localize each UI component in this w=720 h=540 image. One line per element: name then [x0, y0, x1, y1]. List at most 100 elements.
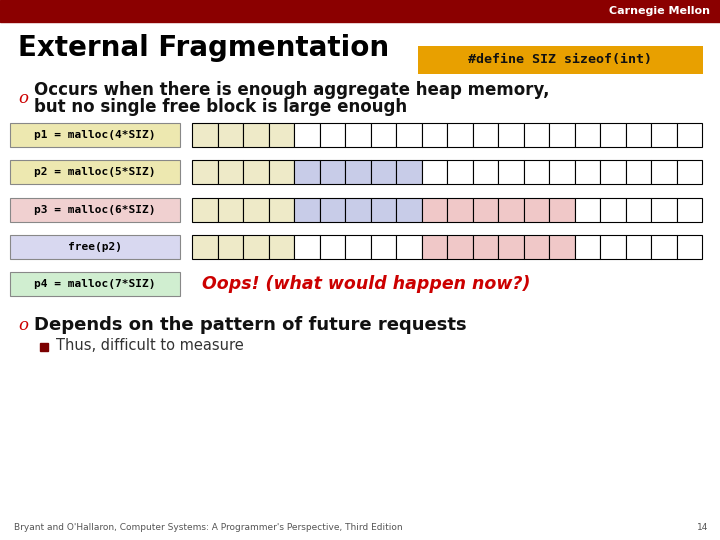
Bar [549, 235, 575, 259]
Bar [421, 235, 447, 259]
FancyBboxPatch shape [10, 198, 180, 222]
Bar [345, 160, 371, 184]
FancyBboxPatch shape [10, 123, 180, 147]
Bar [269, 235, 294, 259]
Bar [243, 198, 269, 222]
Bar [677, 198, 702, 222]
Bar [371, 235, 396, 259]
Bar [371, 198, 396, 222]
Bar [371, 123, 396, 147]
Text: o: o [18, 90, 28, 107]
Bar [294, 160, 320, 184]
Bar [651, 235, 677, 259]
Text: Thus, difficult to measure: Thus, difficult to measure [56, 339, 244, 354]
Bar [677, 235, 702, 259]
Bar [345, 198, 371, 222]
Bar [549, 160, 575, 184]
Bar [345, 235, 371, 259]
Bar [575, 160, 600, 184]
Text: p4 = malloc(7*SIZ): p4 = malloc(7*SIZ) [35, 279, 156, 289]
Bar [345, 123, 371, 147]
Bar [217, 198, 243, 222]
Text: Carnegie Mellon: Carnegie Mellon [609, 6, 710, 16]
Bar [472, 235, 498, 259]
Bar [447, 235, 472, 259]
Bar [269, 160, 294, 184]
Bar [600, 123, 626, 147]
Text: 14: 14 [697, 523, 708, 532]
Bar [320, 235, 345, 259]
Bar [396, 123, 421, 147]
Bar [421, 198, 447, 222]
Bar [269, 123, 294, 147]
Bar [626, 160, 651, 184]
Bar [294, 198, 320, 222]
Text: External Fragmentation: External Fragmentation [18, 34, 389, 62]
Text: Bryant and O'Hallaron, Computer Systems: A Programmer's Perspective, Third Editi: Bryant and O'Hallaron, Computer Systems:… [14, 523, 402, 532]
Bar [447, 160, 472, 184]
Bar [243, 123, 269, 147]
Text: p2 = malloc(5*SIZ): p2 = malloc(5*SIZ) [35, 167, 156, 177]
Bar [498, 198, 523, 222]
Bar [472, 160, 498, 184]
Bar [269, 198, 294, 222]
Bar [575, 198, 600, 222]
Bar [600, 235, 626, 259]
Text: #define SIZ sizeof(int): #define SIZ sizeof(int) [469, 53, 652, 66]
Bar [523, 160, 549, 184]
Bar [523, 235, 549, 259]
Bar [651, 160, 677, 184]
Bar [447, 123, 472, 147]
Bar [217, 160, 243, 184]
Bar [523, 198, 549, 222]
Bar [320, 123, 345, 147]
Bar [651, 198, 677, 222]
Bar [40, 343, 48, 351]
Bar [626, 235, 651, 259]
Text: Occurs when there is enough aggregate heap memory,: Occurs when there is enough aggregate he… [34, 81, 549, 99]
Text: o: o [18, 316, 28, 334]
Bar [677, 123, 702, 147]
Bar [294, 123, 320, 147]
Bar [243, 160, 269, 184]
Bar [600, 198, 626, 222]
Bar [371, 160, 396, 184]
Bar [549, 198, 575, 222]
Text: but no single free block is large enough: but no single free block is large enough [34, 98, 407, 116]
Bar [523, 123, 549, 147]
Bar [294, 235, 320, 259]
Bar [192, 198, 217, 222]
Bar [575, 235, 600, 259]
Bar [447, 198, 472, 222]
Bar [0, 0, 720, 22]
Text: Oops! (what would happen now?): Oops! (what would happen now?) [202, 275, 531, 293]
Bar [575, 123, 600, 147]
Text: Depends on the pattern of future requests: Depends on the pattern of future request… [34, 316, 467, 334]
FancyBboxPatch shape [418, 46, 703, 74]
Bar [626, 198, 651, 222]
Bar [320, 160, 345, 184]
FancyBboxPatch shape [10, 272, 180, 296]
Bar [192, 160, 217, 184]
Bar [421, 123, 447, 147]
Bar [320, 198, 345, 222]
Bar [192, 123, 217, 147]
Bar [396, 198, 421, 222]
Bar [421, 160, 447, 184]
FancyBboxPatch shape [10, 235, 180, 259]
Bar [677, 160, 702, 184]
Bar [651, 123, 677, 147]
Bar [243, 235, 269, 259]
Bar [498, 123, 523, 147]
FancyBboxPatch shape [10, 160, 180, 184]
Bar [549, 123, 575, 147]
Text: p1 = malloc(4*SIZ): p1 = malloc(4*SIZ) [35, 130, 156, 140]
Bar [217, 123, 243, 147]
Bar [498, 160, 523, 184]
Bar [192, 235, 217, 259]
Text: free(p2): free(p2) [68, 242, 122, 252]
Bar [626, 123, 651, 147]
Bar [472, 123, 498, 147]
Text: p3 = malloc(6*SIZ): p3 = malloc(6*SIZ) [35, 205, 156, 215]
Bar [498, 235, 523, 259]
